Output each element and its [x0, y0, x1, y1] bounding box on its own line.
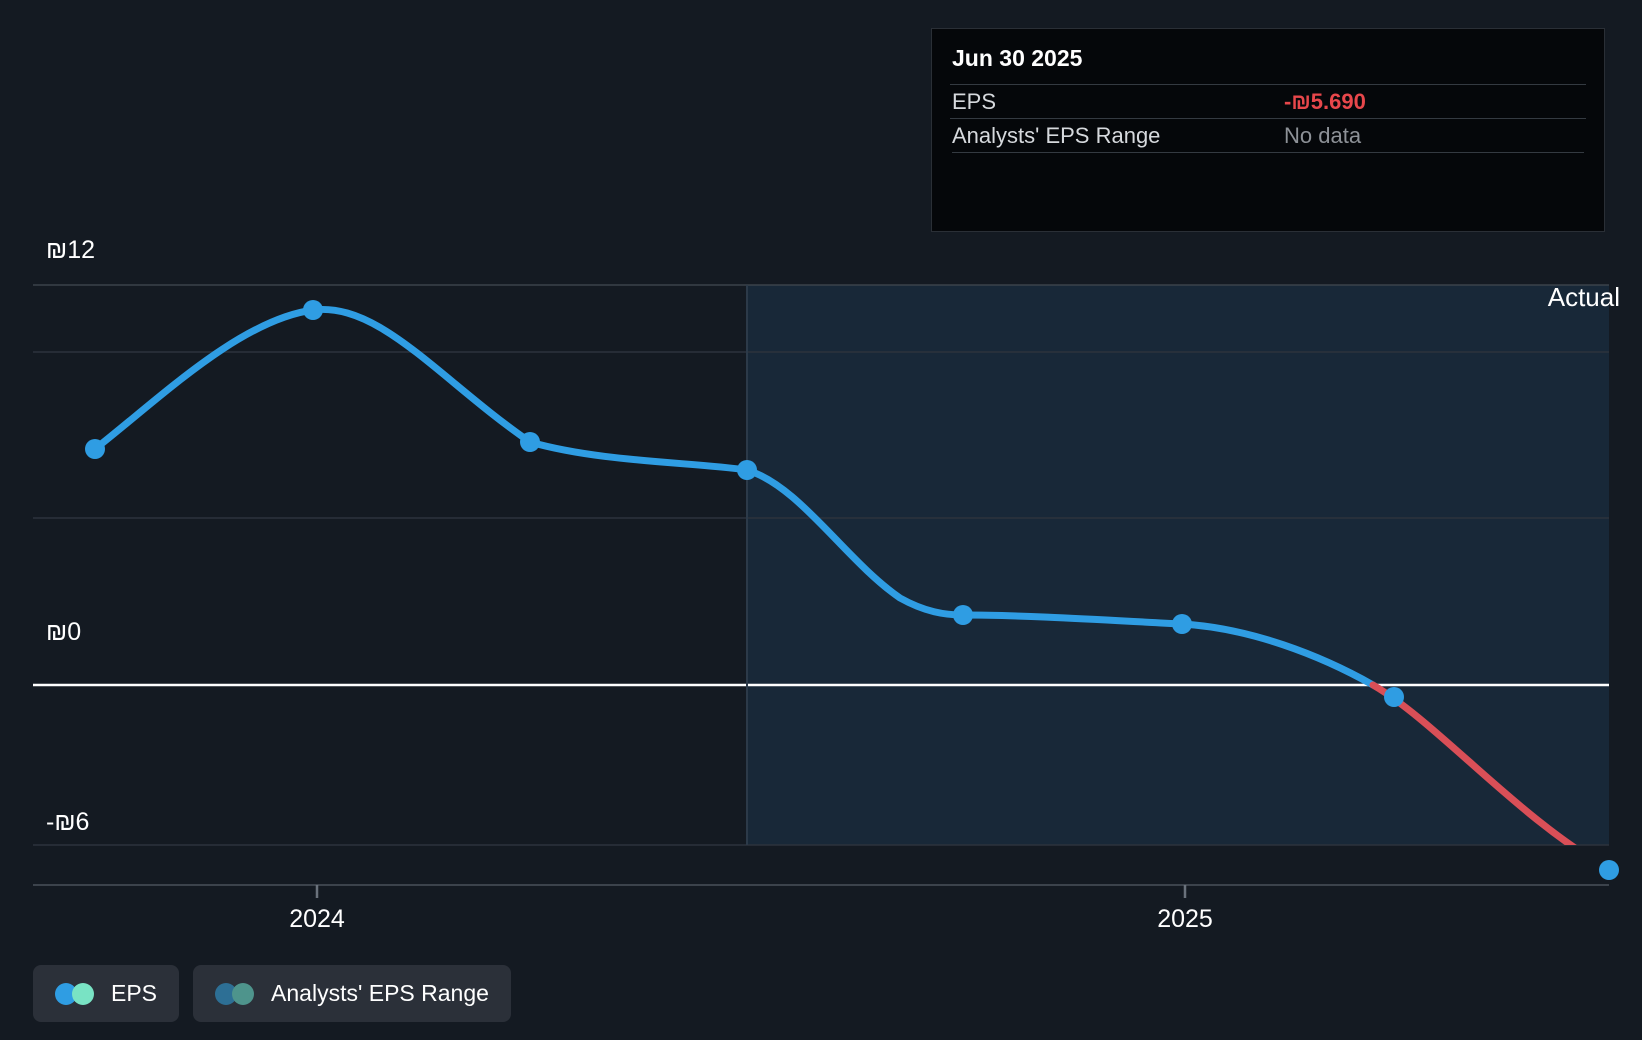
tooltip-value-eps: -₪5.690	[1284, 88, 1366, 114]
eps-line-negative	[1369, 681, 1577, 845]
actual-region-shading	[747, 285, 1609, 845]
data-point[interactable]	[953, 605, 973, 625]
actual-region-label: Actual	[1547, 282, 1620, 312]
tooltip-row-analysts-range: Analysts' EPS Range No data	[950, 118, 1586, 152]
legend-label-analysts-eps-range: Analysts' EPS Range	[271, 980, 489, 1006]
data-point[interactable]	[1384, 687, 1404, 707]
tooltip-footer-divider	[952, 152, 1584, 162]
tooltip-label-eps: EPS	[952, 88, 997, 114]
data-point-selected[interactable]	[1599, 860, 1619, 880]
y-axis-label-minus6: -₪6	[46, 808, 90, 836]
chart-tooltip: Jun 30 2025 EPS -₪5.690 Analysts' EPS Ra…	[931, 28, 1605, 232]
x-axis-label-2024: 2024	[289, 905, 345, 933]
legend-swatch-analysts-eps-range	[215, 982, 255, 1005]
tooltip-row-eps: EPS -₪5.690	[950, 84, 1586, 118]
legend-item-analysts-eps-range[interactable]: Analysts' EPS Range	[193, 965, 511, 1022]
legend-swatch-eps	[55, 982, 95, 1005]
x-axis-label-2025: 2025	[1157, 905, 1213, 933]
data-point[interactable]	[520, 432, 540, 452]
data-point[interactable]	[85, 439, 105, 459]
tooltip-date: Jun 30 2025	[952, 45, 1083, 71]
y-axis-label-12: ₪12	[46, 236, 96, 264]
data-point[interactable]	[737, 460, 757, 480]
legend-label-eps: EPS	[111, 980, 158, 1006]
y-axis-label-0: ₪0	[46, 618, 82, 646]
tooltip-label-analysts-range: Analysts' EPS Range	[952, 122, 1161, 148]
legend-item-eps[interactable]: EPS	[33, 965, 180, 1022]
data-point[interactable]	[1172, 614, 1192, 634]
data-point[interactable]	[303, 300, 323, 320]
tooltip-value-analysts-range: No data	[1284, 122, 1362, 148]
chart-legend: EPS Analysts' EPS Range	[33, 965, 511, 1022]
